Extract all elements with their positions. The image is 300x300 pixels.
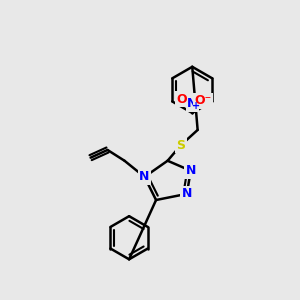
Text: N: N — [185, 164, 196, 177]
Text: S: S — [176, 139, 185, 152]
Text: N: N — [182, 187, 192, 200]
Text: O⁻: O⁻ — [194, 94, 212, 107]
Text: N: N — [187, 97, 197, 110]
Text: N: N — [139, 170, 150, 183]
Text: +: + — [192, 101, 200, 111]
Text: O: O — [176, 93, 187, 106]
